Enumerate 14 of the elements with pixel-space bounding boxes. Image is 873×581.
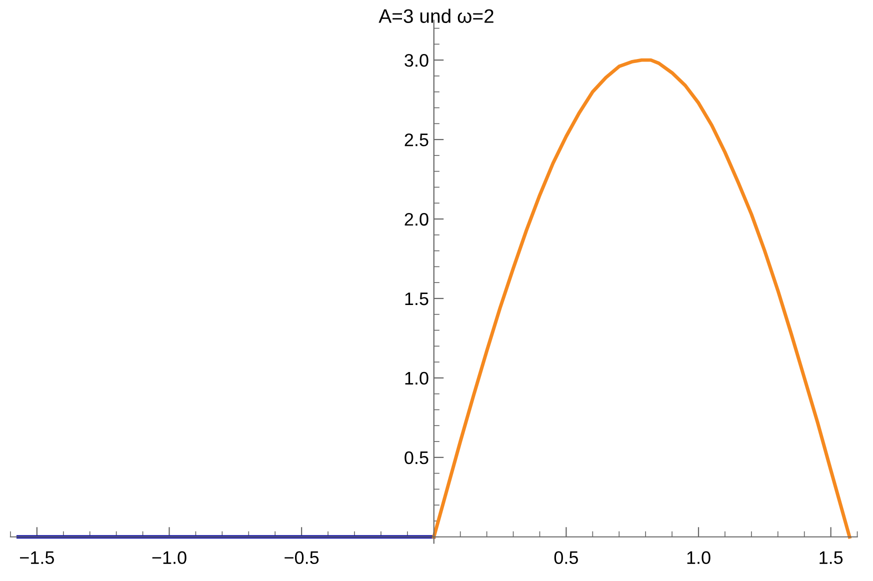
x-tick-label: −1.0 (152, 551, 186, 564)
line-series (432, 58, 852, 539)
y-tick-label: 2.0 (404, 212, 428, 226)
x-tick-label: −1.5 (20, 551, 54, 564)
y-tick-label: 0.5 (404, 451, 428, 464)
x-tick-label: 1.5 (820, 551, 843, 564)
y-tick-label: 1.0 (405, 372, 428, 385)
x-tick-label: −0.5 (284, 551, 319, 564)
x-tick-label: 0.5 (554, 551, 578, 564)
y-tick-label: 1.5 (405, 292, 428, 306)
y-tick-label: 3.0 (404, 54, 428, 67)
x-tick-label: 1.0 (687, 551, 710, 564)
chart-title: A=3 und ω=2 (378, 8, 494, 23)
y-tick-label: 2.5 (404, 133, 428, 146)
